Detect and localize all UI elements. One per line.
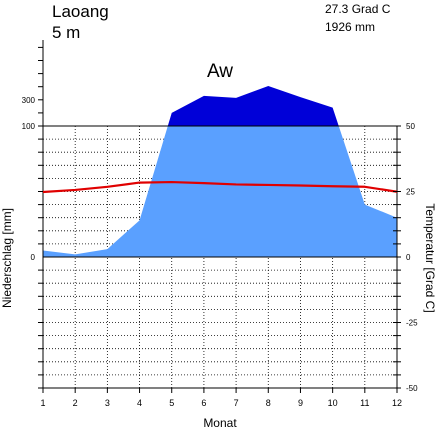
x-tick-label: 11	[360, 398, 369, 408]
humid-area	[43, 126, 397, 257]
left-axis-label: Niederschlag [mm]	[0, 208, 14, 308]
right-tick-label: 50	[406, 122, 415, 131]
left-tick-label: 0	[31, 253, 36, 262]
left-tick-label: 100	[22, 122, 36, 131]
x-tick-label: 7	[234, 398, 239, 408]
right-tick-label: 25	[406, 188, 415, 197]
x-tick-label: 5	[169, 398, 174, 408]
station-name: Laoang	[52, 2, 109, 21]
x-tick-label: 12	[392, 398, 402, 408]
right-tick-label: -25	[406, 319, 418, 328]
right-axis-label: Temperatur [Grad C]	[423, 203, 437, 312]
x-tick-label: 8	[266, 398, 271, 408]
left-tick-label: 300	[22, 96, 36, 105]
precipitation-area	[43, 86, 397, 257]
x-tick-label: 9	[298, 398, 303, 408]
right-tick-label: -50	[406, 384, 418, 393]
x-tick-label: 4	[137, 398, 142, 408]
x-tick-label: 6	[201, 398, 206, 408]
perhumid-area	[167, 86, 339, 126]
x-tick-label: 2	[73, 398, 78, 408]
temperature-line	[42, 180, 398, 194]
annual-precipitation: 1926 mm	[325, 20, 375, 34]
x-axis-label: Monat	[203, 416, 237, 430]
station-elevation: 5 m	[52, 23, 80, 42]
climate-class: Aw	[207, 61, 233, 82]
annual-temperature: 27.3 Grad C	[325, 2, 391, 16]
x-tick-label: 10	[328, 398, 338, 408]
right-tick-label: 0	[406, 253, 411, 262]
x-tick-label: 3	[105, 398, 110, 408]
temperature-series	[42, 180, 398, 194]
x-tick-label: 1	[40, 398, 45, 408]
